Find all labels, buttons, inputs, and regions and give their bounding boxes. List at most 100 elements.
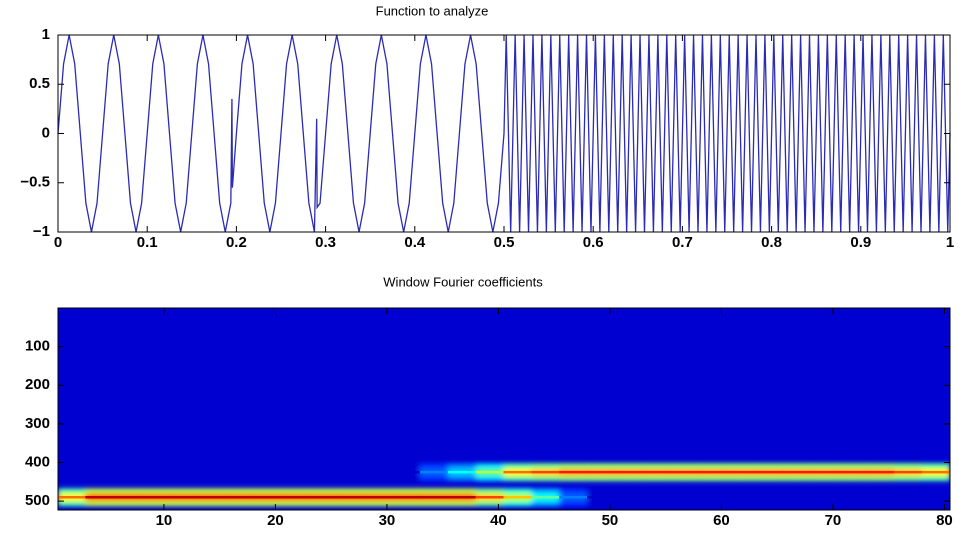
heatmap-cell: [670, 496, 700, 499]
heatmap-cell: [224, 496, 254, 499]
x-tick-label: 0.2: [226, 234, 247, 251]
heatmap-cell: [419, 496, 449, 499]
heatmap-cell: [531, 470, 561, 474]
heatmap-cell: [642, 470, 672, 474]
heatmap-cell: [782, 496, 812, 499]
heatmap-cell: [280, 496, 310, 499]
heatmap-cell: [85, 496, 115, 499]
heatmap-cell: [838, 470, 867, 474]
heatmap-cell: [698, 470, 728, 474]
y-tick-label: −1: [33, 223, 50, 240]
heatmap-cell: [810, 470, 839, 474]
heatmap-cell: [196, 470, 226, 474]
heatmap-cell: [447, 470, 477, 474]
y-tick-label: 400: [25, 453, 50, 470]
heatmap-cell: [559, 496, 589, 499]
heatmap-cell: [58, 470, 87, 474]
x-tick-label: 0.9: [850, 234, 871, 251]
heatmap-cell: [838, 496, 867, 499]
heatmap-cell: [726, 470, 756, 474]
heatmap-cell: [503, 470, 533, 474]
heatmap-cell: [893, 496, 923, 499]
heatmap-cell: [280, 470, 310, 474]
heatmap-cell: [587, 496, 616, 499]
y-tick-label: 300: [25, 415, 50, 432]
heatmap-cell: [336, 496, 366, 499]
heatmap-cell: [364, 470, 393, 474]
x-tick-label: 10: [156, 512, 173, 529]
y-tick-label: 0: [42, 124, 50, 141]
heatmap-cell: [336, 470, 366, 474]
heatmap-cell: [615, 496, 644, 499]
x-tick-label: 30: [379, 512, 396, 529]
heatmap-cell: [810, 496, 839, 499]
heatmap-cell: [224, 470, 254, 474]
heatmap-cell: [865, 470, 895, 474]
y-tick-label: 1: [42, 26, 50, 43]
heatmap-cell: [392, 496, 421, 499]
heatmap-cell: [587, 470, 616, 474]
heatmap-cell: [921, 470, 950, 474]
heatmap-cell: [503, 496, 533, 499]
y-tick-label: 0.5: [29, 75, 50, 92]
heatmap-cell: [475, 470, 505, 474]
x-tick-label: 0.4: [404, 234, 426, 251]
x-tick-label: 0.6: [583, 234, 604, 251]
x-tick-label: 0.8: [761, 234, 782, 251]
x-tick-label: 0.5: [494, 234, 515, 251]
x-tick-label: 60: [713, 512, 730, 529]
heatmap-cell: [308, 470, 338, 474]
heatmap-cell: [364, 496, 393, 499]
heatmap-cell: [447, 496, 477, 499]
heatmap-cell: [58, 496, 87, 499]
heatmap-cell: [475, 496, 505, 499]
heatmap-cell: [196, 496, 226, 499]
y-tick-label: 100: [25, 338, 50, 355]
heatmap-cell: [670, 470, 700, 474]
x-tick-label: 40: [490, 512, 507, 529]
x-tick-label: 0.7: [672, 234, 693, 251]
heatmap-cell: [113, 496, 143, 499]
y-tick-label: 500: [25, 492, 50, 509]
x-tick-label: 20: [267, 512, 284, 529]
x-tick-label: 0.3: [315, 234, 336, 251]
heatmap-cell: [726, 496, 756, 499]
heatmap-cell: [308, 496, 338, 499]
heatmap-cell: [698, 496, 728, 499]
heatmap-cell: [531, 496, 561, 499]
heatmap-cell: [141, 496, 170, 499]
heatmap-cell: [754, 496, 784, 499]
heatmap-cell: [169, 470, 198, 474]
heatmap-cell: [615, 470, 644, 474]
heatmap-cell: [392, 470, 421, 474]
x-tick-label: 50: [602, 512, 619, 529]
heatmap-cell: [865, 496, 895, 499]
line-series: [57, 34, 951, 233]
axes-frame: [57, 307, 951, 511]
heatmap-cell: [419, 470, 449, 474]
heatmap-cell: [252, 496, 282, 499]
heatmap-cell: [559, 470, 589, 474]
heatmap-cell: [85, 470, 115, 474]
heatmap-cell: [754, 470, 784, 474]
y-tick-label: 200: [25, 376, 50, 393]
heatmap-cell: [141, 470, 170, 474]
axes-frame: [57, 34, 951, 233]
x-tick-label: 1: [946, 234, 954, 251]
y-tick-label: −0.5: [20, 174, 50, 191]
chart-title: Function to analyze: [376, 3, 489, 18]
heatmap-cell: [642, 496, 672, 499]
heatmap-layer: [58, 463, 950, 507]
x-tick-label: 0.1: [137, 234, 158, 251]
heatmap-cell: [893, 470, 923, 474]
heatmap-cell: [169, 496, 198, 499]
x-tick-label: 0: [54, 234, 62, 251]
heatmap-cell: [113, 470, 143, 474]
x-tick-label: 80: [936, 512, 953, 529]
heatmap-cell: [921, 496, 950, 499]
chart-title: Window Fourier coefficients: [383, 274, 543, 289]
x-tick-label: 70: [825, 512, 842, 529]
heatmap-cell: [252, 470, 282, 474]
